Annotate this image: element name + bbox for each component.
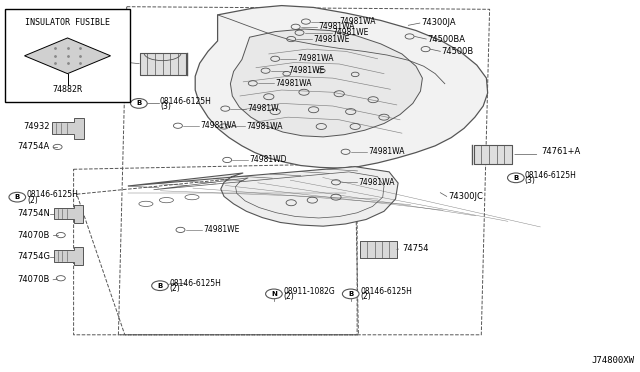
Polygon shape [24,38,111,74]
Text: (2): (2) [27,196,38,205]
Polygon shape [54,247,83,265]
Text: 74981W: 74981W [248,104,279,113]
Text: B: B [513,175,518,181]
Circle shape [266,289,282,299]
Text: 08911-1082G: 08911-1082G [284,287,335,296]
Text: B: B [15,194,20,200]
Text: 08146-6125H: 08146-6125H [27,190,79,199]
Text: 74981WA: 74981WA [368,147,404,156]
Text: 74981WD: 74981WD [250,155,287,164]
Text: INSULATOR FUSIBLE: INSULATOR FUSIBLE [25,18,110,27]
Text: J74800XW: J74800XW [592,356,635,365]
Text: 74761: 74761 [97,58,124,67]
Text: 74981WE: 74981WE [314,35,350,44]
Circle shape [152,281,168,291]
Text: 74981WA: 74981WA [275,79,312,88]
Text: 08146-6125H: 08146-6125H [160,97,212,106]
Text: 74981WE: 74981WE [203,225,239,234]
Circle shape [9,192,26,202]
Text: (3): (3) [525,176,536,185]
Text: B: B [348,291,353,297]
Text: 74754G: 74754G [17,252,50,261]
Circle shape [508,173,524,183]
Polygon shape [128,167,398,226]
Text: 74981WA: 74981WA [358,178,395,187]
Text: 74981WA: 74981WA [318,22,355,31]
Text: 74300JC: 74300JC [448,192,483,201]
Polygon shape [52,118,84,139]
Bar [474,145,512,164]
Text: 74882R: 74882R [52,85,83,94]
Text: 74932: 74932 [24,122,50,131]
Text: N: N [271,291,277,297]
Text: 74981WA: 74981WA [246,122,283,131]
Polygon shape [54,205,83,223]
Bar [140,53,186,75]
Text: 08146-6125H: 08146-6125H [525,171,577,180]
Text: (2): (2) [170,284,180,293]
Text: 74300JA: 74300JA [421,18,456,27]
Text: (2): (2) [360,292,371,301]
Text: 74754N: 74754N [17,209,50,218]
Bar [5,9,130,102]
Text: 74981WA: 74981WA [339,17,376,26]
Text: 74981WA: 74981WA [298,54,334,63]
Text: 08146-6125H: 08146-6125H [360,287,412,296]
Text: (2): (2) [284,292,294,301]
Text: 74070B: 74070B [17,231,50,240]
Text: 74500BA: 74500BA [428,35,465,44]
Circle shape [342,289,359,299]
Text: 74761+A: 74761+A [541,147,580,156]
Text: 08146-6125H: 08146-6125H [170,279,221,288]
Text: B: B [136,100,141,106]
Text: (3): (3) [160,102,171,111]
Bar [360,241,397,258]
Text: B: B [157,283,163,289]
Text: 74754A: 74754A [18,142,50,151]
Text: 74981WE: 74981WE [333,28,369,37]
Polygon shape [230,29,422,137]
Polygon shape [195,6,488,168]
Text: 74981WA: 74981WA [200,121,237,130]
Text: 74754: 74754 [402,244,428,253]
Circle shape [131,99,147,108]
Text: 74981WE: 74981WE [288,66,324,75]
Text: 74500B: 74500B [442,47,474,56]
Text: 74070B: 74070B [17,275,50,284]
